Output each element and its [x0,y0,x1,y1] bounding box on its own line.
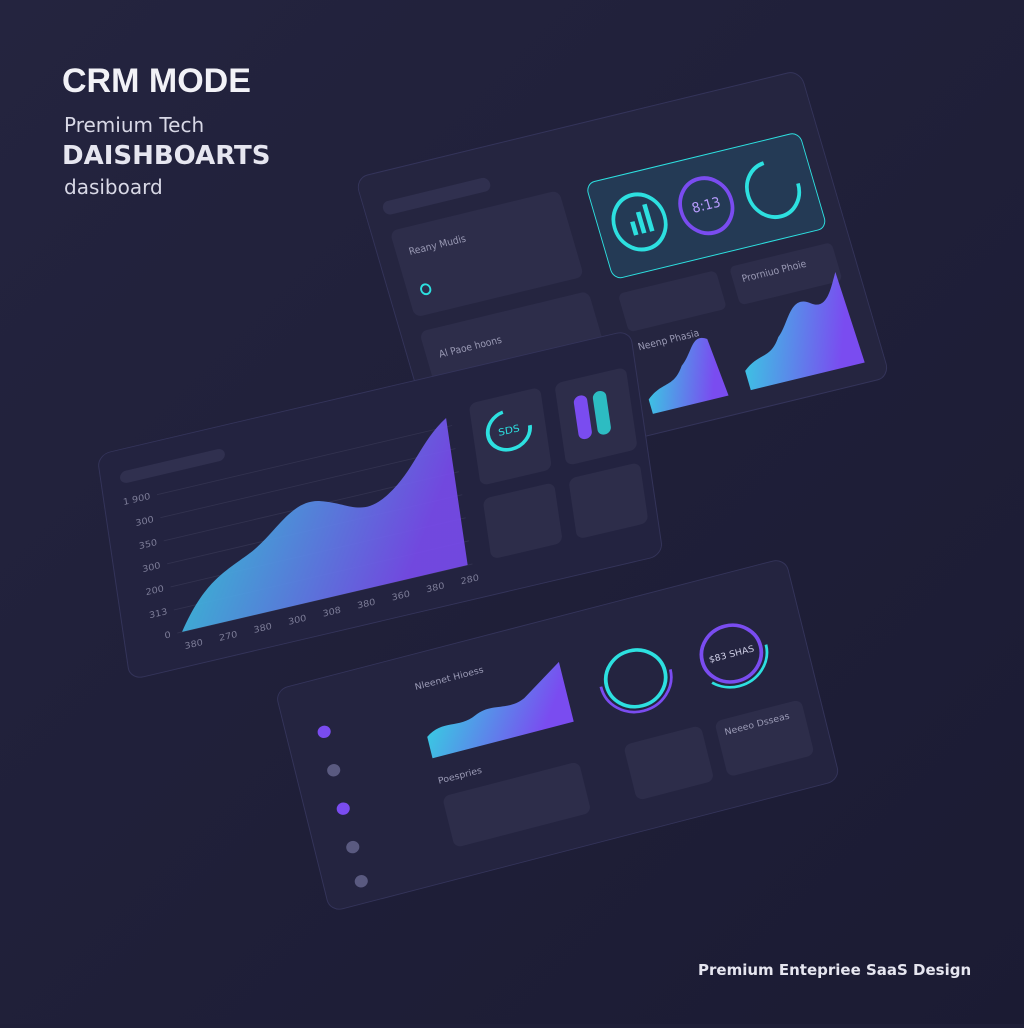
x-axis-label: 300 [287,613,307,628]
pill-bar [573,395,592,440]
x-axis-label: 360 [391,589,411,604]
ring [678,176,735,236]
ring [598,643,673,714]
panel-bottom: Nleenet Hioess Poespries $83 SHAS Neeeo … [277,560,839,910]
area-chart [745,271,865,391]
panel-middle: 1 90030035030020031303802703803003083803… [98,332,662,678]
card [624,726,713,800]
x-axis-label: 380 [184,637,204,652]
icon-bar [642,203,655,232]
status-dot [420,283,432,296]
nav-icon[interactable] [345,839,361,854]
area-chart [182,417,468,632]
nav-icon[interactable] [353,874,369,889]
x-axis-label: 380 [356,597,376,612]
card [715,700,814,776]
area-chart [648,337,729,414]
y-axis-label: 300 [135,514,155,529]
icon-bar [630,221,639,236]
area-chart [427,661,574,759]
x-axis-label: 270 [218,629,238,644]
nav-icon[interactable] [335,801,351,816]
card [391,191,583,316]
x-axis-label: 380 [253,621,273,636]
nav-icon[interactable] [316,724,332,739]
ring [611,192,668,252]
card [443,762,590,847]
card [483,483,562,558]
grid-line [160,448,456,519]
x-axis-label: 308 [322,605,342,620]
y-axis-label: 313 [148,607,168,622]
search-bar[interactable] [119,448,225,485]
icon-bar [635,211,647,234]
heading: DAISHBOARTS [62,141,271,171]
ring-value: 8:13 [690,195,722,217]
nav-icon[interactable] [326,763,342,778]
card [619,271,726,332]
ring [603,648,668,709]
axis-group: 1 90030035030020031303802703803003083803… [122,425,480,652]
grid-line [156,425,453,496]
y-axis-label: 200 [145,584,165,599]
y-axis-label: 300 [142,561,162,576]
search-bar[interactable] [381,177,492,216]
ring [699,623,764,684]
card [569,463,648,538]
x-axis-label: 280 [460,573,480,588]
highlight-box [587,133,826,279]
ring [745,160,802,220]
title: CRM MODE [62,62,251,100]
panel-frame [277,560,839,910]
ring-value: SDS [498,424,521,439]
y-axis-label: 350 [138,537,158,552]
subtitle: Premium Tech [64,113,204,137]
y-axis-label: 0 [164,630,172,642]
card [730,243,842,305]
footer: Premium Entepriee SaaS Design [698,961,971,979]
ring [694,618,769,689]
tagline: dasiboard [64,175,163,199]
pill-bar [592,390,611,435]
card [469,388,552,485]
x-axis-label: 380 [426,581,446,596]
